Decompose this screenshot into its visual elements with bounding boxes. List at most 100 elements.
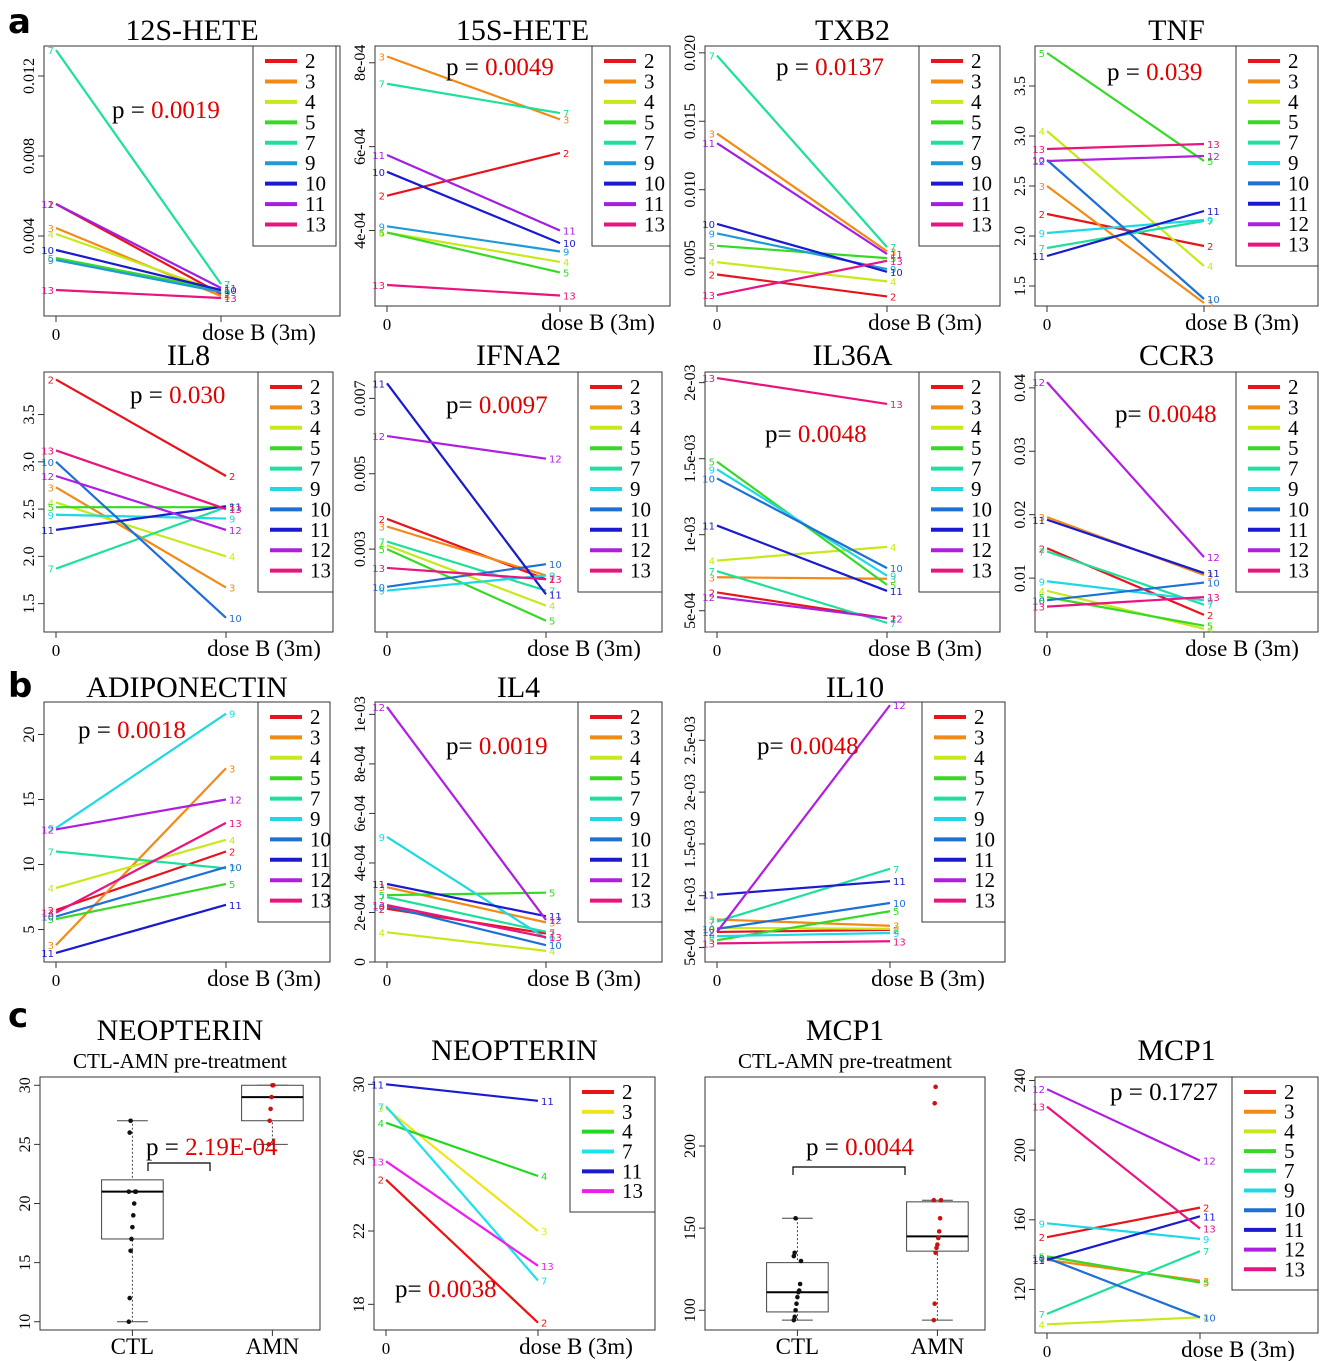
neopterin-AMN-point: [271, 1082, 276, 1088]
txb2-series-3-start-label: 3: [709, 130, 715, 141]
12s-hete-series-9-line: [55, 258, 222, 294]
adiponectin-series-2-start-label: 2: [48, 906, 54, 917]
mcp1-series-2-end-label: 2: [1203, 1204, 1209, 1215]
12s-hete-series-13-start-label: 13: [41, 286, 54, 297]
il10-xtick-label: dose B (3m): [871, 966, 985, 991]
il4-series-13-start-label: 13: [372, 901, 385, 912]
mcp1-p-label: p =: [1110, 1079, 1149, 1106]
il10-series-13-start-label: 13: [702, 939, 715, 950]
adiponectin-series-12-start-label: 12: [41, 825, 54, 836]
il8-series-10-end-label: 10: [229, 614, 242, 625]
il8-series-5-start-label: 5: [48, 503, 54, 514]
il4-series-4-end-label: 4: [549, 947, 555, 958]
neopterin-p-number: 2.19E-04: [185, 1134, 278, 1161]
mcp1-AMN-point: [931, 1197, 937, 1203]
mcp1-series-11-line: [1046, 1215, 1201, 1261]
txb2-ytick-label: 0.010: [682, 172, 699, 208]
il8-ytick-label: 1.5: [21, 594, 38, 614]
neopterin-series-11-end-label: 11: [541, 1097, 554, 1108]
il8-series-13-start-label: 13: [41, 446, 54, 457]
tnf-series-4-end-label: 4: [1207, 262, 1213, 273]
12s-hete-p-number: 0.0019: [151, 97, 220, 124]
ifna2-legend-entry-12: 12: [630, 538, 651, 562]
tnf-series-5-start-label: 5: [1039, 49, 1045, 60]
12s-hete-legend-entry-13: 13: [305, 213, 326, 237]
neopterin-ytick-label: 20: [17, 1196, 34, 1212]
il8-series-4-end-label: 4: [229, 552, 235, 563]
tnf-series-13-line: [1046, 142, 1205, 151]
mcp1-legend-entry-5: 5: [1284, 1139, 1295, 1163]
mcp1-series-12-line: [1046, 1088, 1201, 1162]
neopterin-series-7-line: [385, 1105, 539, 1282]
ccr3-series-13-line: [1046, 596, 1205, 608]
ifna2-series-7-line: [386, 540, 547, 592]
mcp1-series-9-start-label: 9: [1039, 1219, 1045, 1230]
il8-series-4-line: [55, 501, 227, 558]
mcp1-legend-entry-13: 13: [1284, 1257, 1305, 1281]
ifna2-series-2-line: [386, 517, 547, 581]
ccr3-series-12-end-label: 12: [1207, 553, 1220, 564]
il10-series-3-line: [716, 918, 891, 927]
ifna2-p-label: p=: [446, 392, 479, 419]
il4-ytick-label: 2e-04: [352, 894, 369, 930]
ifna2-legend-entry-9: 9: [630, 477, 641, 501]
il10-series-10-start-label: 10: [702, 925, 715, 936]
ccr3-legend-entry-13: 13: [1288, 559, 1309, 583]
tnf-series-9-start-label: 9: [1039, 229, 1045, 240]
tnf-series-3-start-label: 3: [1039, 182, 1045, 193]
mcp1-series-11-end-label: 11: [1203, 1212, 1216, 1223]
il36a-series-11-line: [716, 524, 888, 592]
txb2-series-4-line: [716, 261, 888, 283]
txb2-legend-box: [918, 45, 1001, 247]
adiponectin-legend-entry-2: 2: [310, 705, 321, 729]
il10-legend-entry-11: 11: [974, 848, 994, 872]
il8-ytick-label: 3.0: [21, 452, 38, 472]
neopterin-series-3-start-label: 3: [378, 1104, 384, 1115]
il4-series-7-end-label: 7: [549, 928, 555, 939]
tnf-legend-entry-4: 4: [1288, 90, 1299, 114]
adiponectin-series-10-start-label: 10: [41, 913, 54, 924]
il36a-series-4-start-label: 4: [709, 557, 715, 568]
tnf-legend-entry-7: 7: [1288, 131, 1299, 155]
il4-legend-entry-9: 9: [630, 807, 641, 831]
mcp1-plot-frame: [704, 1076, 986, 1331]
il4-legend-entry-13: 13: [630, 889, 651, 913]
neopterin-ytick-label: 26: [351, 1150, 368, 1166]
12s-hete-series-5-end-label: 5: [224, 286, 230, 297]
mcp1-series-7-line: [1046, 1250, 1201, 1315]
adiponectin-series-4-end-label: 4: [229, 836, 235, 847]
mcp1-significance-bracket: [792, 1166, 906, 1175]
adiponectin-p-number: 0.0018: [117, 717, 186, 744]
mcp1-AMN-point: [932, 1301, 937, 1307]
ccr3-series-11-start-label: 11: [1032, 516, 1045, 527]
mcp1-title: MCP1: [1137, 1034, 1215, 1067]
il10-ytick-label: 1e-03: [682, 877, 699, 913]
15s-hete-series-2-line: [386, 151, 561, 197]
il10-series-2-line: [716, 928, 891, 934]
ccr3-ytick-label: 0.04: [1012, 374, 1029, 402]
ifna2-series-2-end-label: 2: [549, 575, 555, 586]
12s-hete-ytick-label: 0.012: [21, 58, 38, 94]
txb2-legend-entry-5: 5: [971, 110, 982, 134]
tnf-series-11-start-label: 11: [1032, 252, 1045, 263]
neopterin-ytick-label: 25: [17, 1136, 34, 1152]
mcp1-series-4-end-label: 4: [1203, 1313, 1209, 1324]
neopterin-CTL-point: [133, 1189, 139, 1194]
txb2-series-7-line: [716, 54, 888, 248]
il8-series-7-end-label: 7: [229, 503, 235, 514]
15s-hete-p-number: 0.0049: [485, 54, 554, 81]
adiponectin-series-5-end-label: 5: [229, 880, 235, 891]
15s-hete-ytick-label: 6e-04: [352, 128, 369, 164]
txb2-series-10-start-label: 10: [702, 220, 715, 231]
12s-hete-plot-frame: [43, 45, 341, 317]
il8-p-label: p =: [130, 382, 169, 409]
ifna2-legend-entry-10: 10: [630, 497, 651, 521]
tnf-title: TNF: [1148, 14, 1205, 47]
ifna2-p-value: p= 0.0097: [446, 392, 548, 419]
mcp1-CTL-point: [792, 1250, 797, 1256]
il10-p-number: 0.0048: [790, 733, 859, 760]
neopterin-CTL-point: [130, 1224, 135, 1230]
ifna2-series-10-end-label: 10: [549, 560, 562, 571]
